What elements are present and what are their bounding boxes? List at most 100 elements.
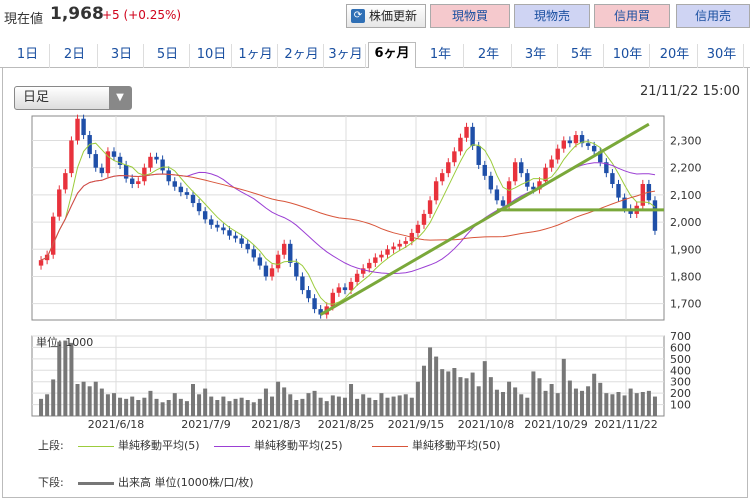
volume-bar-74 (488, 377, 493, 416)
margin-buy-button[interactable]: 信用買 (594, 4, 670, 28)
tab-period-5[interactable]: 1ヶ月 (234, 44, 278, 68)
candle-body-37 (263, 265, 269, 277)
candle-body-34 (245, 243, 250, 250)
volume-bar-80 (525, 397, 530, 416)
chart-type-select[interactable]: 日足 ▼ (14, 86, 132, 110)
candle-body-76 (500, 200, 506, 206)
price-tick-label-2: 1,900 (670, 243, 702, 256)
x-tick-label-4: 2021/9/15 (388, 418, 444, 431)
volume-bar-43 (300, 398, 305, 416)
tab-period-0[interactable]: 1日 (6, 44, 50, 68)
price-change: +5 (+0.25%) (102, 8, 182, 22)
cash-buy-button[interactable]: 現物買 (430, 4, 510, 28)
tab-period-7[interactable]: 3ヶ月 (326, 44, 366, 68)
volume-bar-0 (39, 398, 44, 416)
candle-body-5 (69, 140, 74, 174)
tab-period-13[interactable]: 10年 (606, 44, 650, 68)
tab-period-8[interactable]: 6ヶ月 (368, 42, 416, 69)
tab-period-9[interactable]: 1年 (418, 44, 464, 68)
chevron-down-icon: ▼ (109, 87, 131, 109)
candle-body-67 (446, 162, 451, 174)
tab-period-1[interactable]: 2日 (52, 44, 98, 68)
volume-bar-36 (257, 398, 262, 416)
update-price-label: 株価更新 (369, 9, 418, 23)
volume-bar-5 (69, 342, 74, 416)
volume-bar-70 (464, 378, 469, 416)
tab-period-11[interactable]: 3年 (514, 44, 558, 68)
candle-body-93 (604, 162, 609, 174)
price-tick-label-5: 2,200 (670, 162, 702, 175)
candle-body-99 (640, 184, 646, 206)
volume-bar-72 (476, 386, 481, 416)
candle-body-80 (525, 173, 530, 187)
candle-body-73 (482, 164, 487, 176)
volume-bar-1 (45, 394, 50, 416)
legend-ma25-label: 単純移動平均(25) (254, 439, 343, 452)
ma5-line (40, 141, 656, 305)
volume-bar-6 (75, 384, 80, 416)
volume-bar-14 (124, 398, 129, 416)
candle-body-38 (269, 268, 275, 277)
tab-period-2[interactable]: 3日 (100, 44, 144, 68)
volume-bar-69 (458, 377, 463, 416)
candle-body-54 (367, 262, 372, 269)
volume-bar-45 (312, 390, 317, 416)
volume-bar-30 (221, 396, 226, 416)
x-tick-label-7: 2021/11/22 (594, 418, 657, 431)
tab-period-3[interactable]: 5日 (146, 44, 190, 68)
candle-body-72 (476, 145, 481, 165)
candle-body-17 (142, 167, 147, 182)
volume-bar-94 (610, 394, 615, 416)
tab-period-14[interactable]: 20年 (652, 44, 698, 68)
volume-bar-84 (549, 384, 554, 416)
volume-bar-28 (209, 396, 214, 416)
candle-body-41 (288, 243, 293, 263)
candle-body-2 (50, 216, 56, 255)
cash-sell-button[interactable]: 現物売 (514, 4, 590, 28)
margin-sell-button[interactable]: 信用売 (676, 4, 750, 28)
candle-body-90 (585, 143, 591, 146)
candle-body-66 (440, 173, 445, 182)
volume-bar-60 (403, 394, 408, 416)
volume-bar-27 (203, 388, 208, 416)
volume-bar-63 (421, 365, 426, 416)
volume-tick-label-3: 400 (670, 364, 691, 377)
x-tick-label-0: 2021/6/18 (88, 418, 144, 431)
candle-body-92 (598, 151, 603, 163)
tab-period-10[interactable]: 2年 (466, 44, 512, 68)
tab-period-15[interactable]: 30年 (700, 44, 744, 68)
candle-body-68 (452, 151, 457, 163)
volume-bar-73 (482, 361, 487, 416)
candle-body-11 (105, 151, 111, 174)
volume-bar-62 (415, 381, 420, 416)
volume-bar-67 (446, 371, 451, 416)
volume-bar-41 (288, 394, 293, 416)
volume-bar-23 (178, 398, 183, 416)
volume-bar-8 (87, 386, 92, 416)
candle-body-64 (427, 200, 433, 214)
price-tick-label-6: 2,300 (670, 134, 702, 147)
candle-body-82 (537, 181, 542, 190)
candle-body-87 (567, 140, 573, 144)
legend-lower-label: 下段: (38, 476, 64, 489)
volume-bar-21 (166, 400, 171, 416)
candle-body-88 (573, 135, 579, 144)
tab-period-12[interactable]: 5年 (560, 44, 604, 68)
volume-bar-12 (111, 393, 116, 416)
candle-body-50 (342, 287, 348, 291)
volume-bar-31 (227, 401, 232, 416)
period-tabs: 1日 2日 3日 5日 10日 1ヶ月 2ヶ月 3ヶ月 6ヶ月 1年 2年 3年 5年 10年 20年 30年 (0, 40, 750, 69)
price-plot-area (31, 115, 665, 321)
candle-body-81 (531, 186, 536, 190)
candle-body-48 (330, 292, 336, 307)
volume-tick-label-1: 200 (670, 387, 691, 400)
candle-body-18 (148, 156, 153, 168)
tab-period-4[interactable]: 10日 (192, 44, 232, 68)
volume-bar-61 (409, 397, 414, 416)
volume-bar-50 (342, 397, 347, 416)
volume-bar-38 (270, 396, 275, 416)
tab-period-6[interactable]: 2ヶ月 (280, 44, 324, 68)
volume-bar-4 (63, 340, 68, 416)
candle-body-85 (555, 148, 560, 160)
update-price-button[interactable]: ⟳ 株価更新 (346, 4, 426, 28)
